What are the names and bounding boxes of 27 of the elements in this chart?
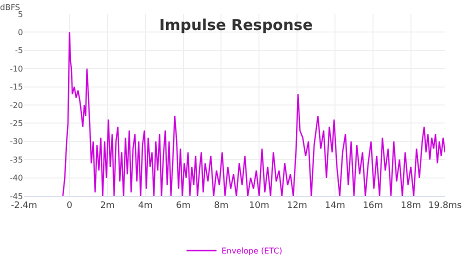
x-tick-label: 14m bbox=[324, 200, 346, 211]
x-tick-label: 6m bbox=[176, 200, 191, 211]
x-tick-label: 18m bbox=[400, 200, 421, 211]
line-series bbox=[62, 32, 445, 196]
x-tick-label: -2.4m bbox=[10, 200, 38, 211]
legend-label: Envelope (ETC) bbox=[222, 246, 282, 256]
y-tick-label: 5 bbox=[18, 10, 23, 19]
y-tick-label: -30 bbox=[10, 137, 23, 146]
y-tick-label: -35 bbox=[10, 155, 23, 164]
x-tick-label: 8m bbox=[214, 200, 228, 211]
x-tick-label: 0 bbox=[66, 200, 73, 211]
x-tick-label: 19.8ms bbox=[428, 200, 462, 211]
y-tick-label: -20 bbox=[10, 100, 23, 110]
x-tick-label: 2m bbox=[100, 200, 115, 211]
x-tick-label: 4m bbox=[138, 200, 153, 211]
y-tick-label: -45 bbox=[10, 192, 23, 201]
chart-title: Impulse Response bbox=[159, 16, 313, 34]
y-tick-label: -15 bbox=[10, 82, 23, 92]
y-axis-title: dBFS bbox=[0, 3, 20, 12]
y-tick-label: -5 bbox=[15, 46, 23, 56]
y-tick-label: -40 bbox=[10, 174, 23, 183]
x-tick-label: 16m bbox=[362, 200, 384, 211]
x-tick-label: 12m bbox=[286, 200, 308, 211]
x-tick-label: 10m bbox=[249, 200, 270, 211]
y-tick-label: -25 bbox=[10, 119, 23, 128]
y-tick-label: 0 bbox=[18, 28, 23, 37]
y-tick-label: -10 bbox=[10, 64, 23, 74]
